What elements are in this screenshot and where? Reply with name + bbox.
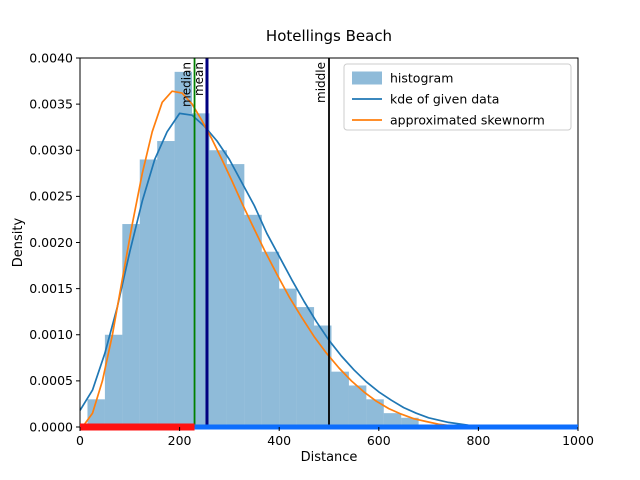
histogram-bar xyxy=(87,399,105,427)
chart-title: Hotellings Beach xyxy=(266,27,392,45)
histogram-bar xyxy=(122,224,140,427)
y-axis-label: Density xyxy=(11,217,26,267)
histogram-bar xyxy=(139,159,158,428)
histogram-bar xyxy=(366,399,384,427)
y-tick-label: 0.0015 xyxy=(29,281,73,296)
y-tick-label: 0.0000 xyxy=(29,419,73,434)
histogram-bar xyxy=(296,307,315,427)
middle-label: middle xyxy=(314,62,328,103)
y-tick-label: 0.0040 xyxy=(29,50,73,65)
kde-line xyxy=(79,112,578,428)
legend: histogram kde of given data approximated s… xyxy=(343,63,572,131)
histogram-bar xyxy=(348,385,367,427)
mean-label: mean xyxy=(192,62,206,96)
y-tick-label: 0.0025 xyxy=(29,189,73,204)
legend-entry-label: approximated skewnorm xyxy=(390,112,545,127)
x-tick-label: 800 xyxy=(466,433,490,448)
histogram-bars xyxy=(87,71,419,428)
histogram-bar xyxy=(209,150,227,427)
x-tick-label: 600 xyxy=(367,433,391,448)
x-tick-label: 400 xyxy=(267,433,291,448)
x-axis-label: Distance xyxy=(301,450,358,465)
legend-patch-icon xyxy=(352,71,382,85)
legend-box xyxy=(343,63,572,131)
y-tick-label: 0.0030 xyxy=(29,143,73,158)
histogram-bar xyxy=(314,325,332,427)
histogram-bar xyxy=(174,71,193,427)
histogram-bar xyxy=(226,164,245,427)
histogram-bar xyxy=(104,334,123,427)
skewnorm-line xyxy=(81,90,578,428)
x-tick-label: 0 xyxy=(76,433,84,448)
y-tick-label: 0.0005 xyxy=(29,373,73,388)
histogram-bar xyxy=(244,214,262,427)
legend-entry-label: kde of given data xyxy=(390,91,499,106)
legend-entry-label: histogram xyxy=(390,70,453,85)
histogram-bar xyxy=(157,141,175,427)
histogram-bar xyxy=(383,413,402,427)
y-tick-label: 0.0020 xyxy=(29,235,73,250)
histogram-bar xyxy=(331,371,349,427)
x-tick-label: 200 xyxy=(168,433,192,448)
y-tick-label: 0.0010 xyxy=(29,327,73,342)
median-label: median xyxy=(180,62,194,107)
y-tick-label: 0.0035 xyxy=(29,96,73,111)
histogram-bar xyxy=(192,113,210,427)
x-tick-label: 1000 xyxy=(562,433,594,448)
histogram-bar xyxy=(279,288,297,428)
histogram-bar xyxy=(401,417,419,427)
histogram-bar xyxy=(261,251,280,427)
